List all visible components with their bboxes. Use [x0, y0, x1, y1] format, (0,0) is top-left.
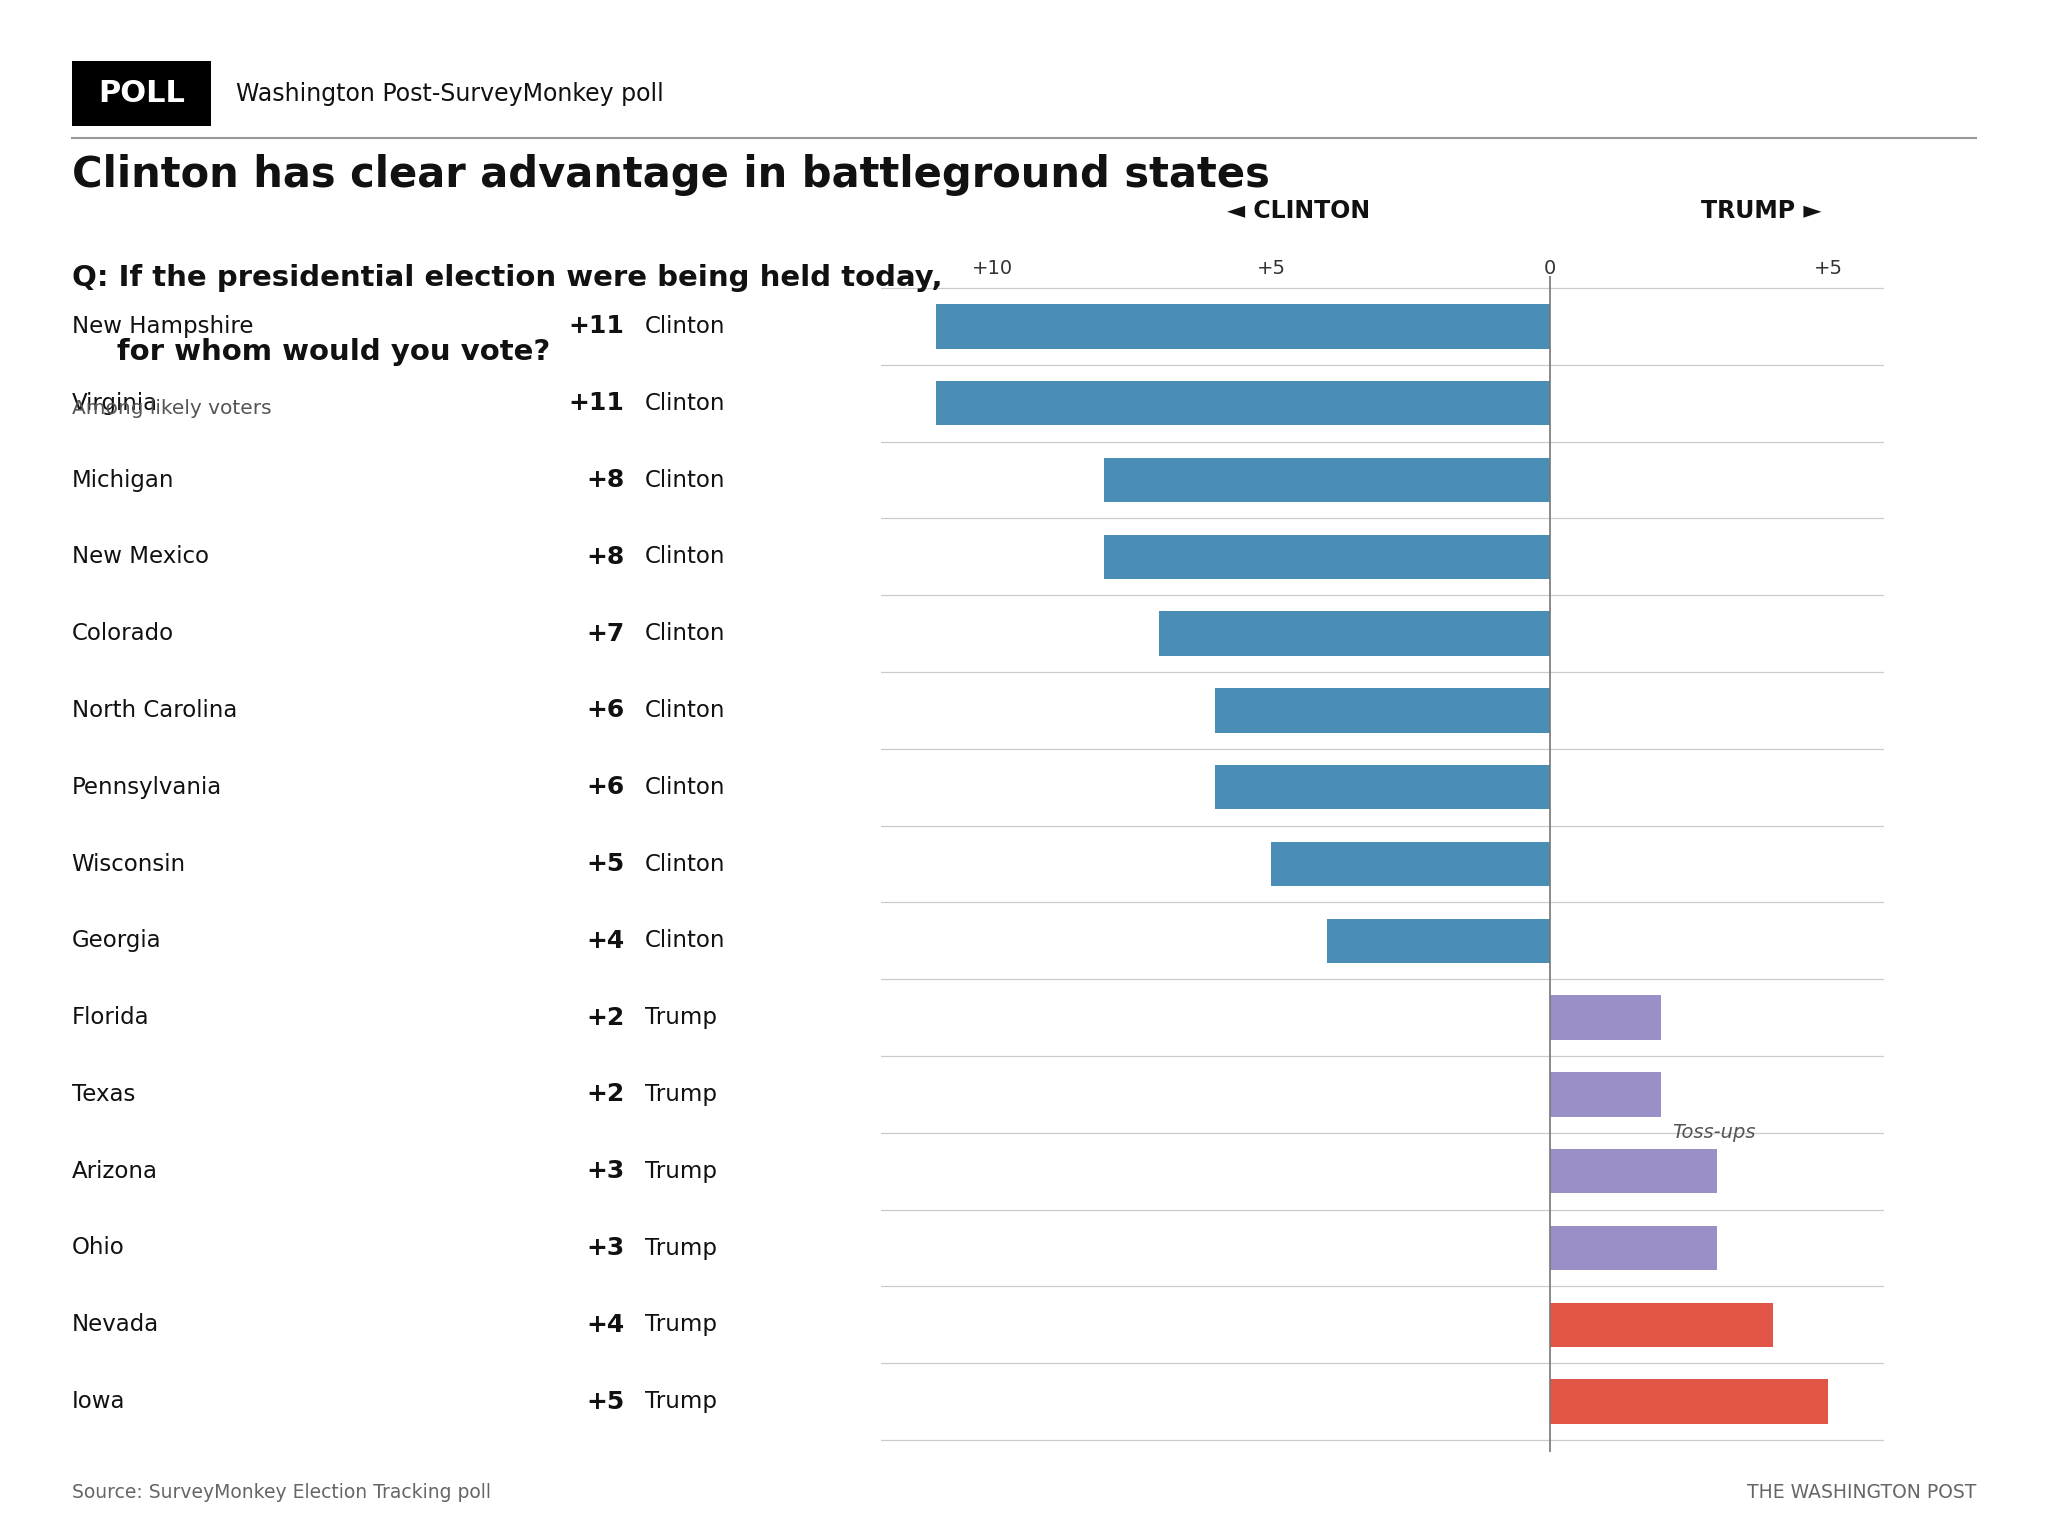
- Text: Clinton: Clinton: [645, 315, 725, 338]
- Text: Arizona: Arizona: [72, 1160, 158, 1183]
- Text: Trump: Trump: [645, 1313, 717, 1336]
- Text: Texas: Texas: [72, 1083, 135, 1106]
- Text: Clinton: Clinton: [645, 776, 725, 799]
- Bar: [1550, 1303, 1774, 1347]
- Text: ◄ CLINTON: ◄ CLINTON: [1227, 198, 1370, 223]
- Text: Trump: Trump: [645, 1083, 717, 1106]
- Bar: [1159, 611, 1550, 656]
- Text: Pennsylvania: Pennsylvania: [72, 776, 221, 799]
- Text: +2: +2: [586, 1006, 625, 1029]
- Text: +4: +4: [586, 929, 625, 952]
- Text: +8: +8: [586, 545, 625, 568]
- Text: Toss-ups: Toss-ups: [1673, 1123, 1755, 1143]
- Text: POLL: POLL: [98, 80, 184, 108]
- Text: Ohio: Ohio: [72, 1236, 125, 1260]
- Bar: [1272, 842, 1550, 886]
- Text: +11: +11: [569, 392, 625, 415]
- Bar: [1550, 995, 1661, 1040]
- Text: +6: +6: [586, 776, 625, 799]
- Text: +7: +7: [586, 622, 625, 645]
- Bar: [1104, 535, 1550, 579]
- Text: Clinton: Clinton: [645, 622, 725, 645]
- Text: +4: +4: [586, 1313, 625, 1336]
- Text: Iowa: Iowa: [72, 1390, 125, 1413]
- Text: New Hampshire: New Hampshire: [72, 315, 254, 338]
- Text: +8: +8: [586, 468, 625, 492]
- Text: Florida: Florida: [72, 1006, 150, 1029]
- Text: Clinton has clear advantage in battleground states: Clinton has clear advantage in battlegro…: [72, 154, 1270, 195]
- Text: +5: +5: [1815, 260, 1843, 278]
- Text: Georgia: Georgia: [72, 929, 162, 952]
- Text: +5: +5: [1255, 260, 1286, 278]
- Text: Colorado: Colorado: [72, 622, 174, 645]
- Bar: [1104, 458, 1550, 502]
- Text: Michigan: Michigan: [72, 468, 174, 492]
- Text: +2: +2: [586, 1083, 625, 1106]
- Text: Wisconsin: Wisconsin: [72, 852, 186, 876]
- Text: Virginia: Virginia: [72, 392, 158, 415]
- Text: Trump: Trump: [645, 1006, 717, 1029]
- Text: TRUMP ►: TRUMP ►: [1702, 198, 1823, 223]
- Text: +10: +10: [971, 260, 1012, 278]
- Text: North Carolina: North Carolina: [72, 699, 238, 722]
- Text: for whom would you vote?: for whom would you vote?: [117, 338, 551, 366]
- Text: +3: +3: [586, 1236, 625, 1260]
- Bar: [1550, 1226, 1716, 1270]
- Text: Trump: Trump: [645, 1160, 717, 1183]
- Text: New Mexico: New Mexico: [72, 545, 209, 568]
- Bar: [1327, 919, 1550, 963]
- Text: Trump: Trump: [645, 1390, 717, 1413]
- Bar: [936, 304, 1550, 349]
- Text: Clinton: Clinton: [645, 929, 725, 952]
- Bar: [1550, 1149, 1716, 1193]
- Bar: [1550, 1379, 1829, 1424]
- Text: Clinton: Clinton: [645, 468, 725, 492]
- Text: THE WASHINGTON POST: THE WASHINGTON POST: [1747, 1484, 1976, 1502]
- Text: Clinton: Clinton: [645, 545, 725, 568]
- Text: Washington Post-SurveyMonkey poll: Washington Post-SurveyMonkey poll: [236, 81, 664, 106]
- Text: Clinton: Clinton: [645, 852, 725, 876]
- Text: Source: SurveyMonkey Election Tracking poll: Source: SurveyMonkey Election Tracking p…: [72, 1484, 492, 1502]
- Text: Trump: Trump: [645, 1236, 717, 1260]
- Text: 0: 0: [1544, 260, 1556, 278]
- Text: Q: If the presidential election were being held today,: Q: If the presidential election were bei…: [72, 264, 942, 292]
- Bar: [936, 381, 1550, 425]
- Text: Among likely voters: Among likely voters: [72, 399, 270, 418]
- Text: Clinton: Clinton: [645, 699, 725, 722]
- Text: +5: +5: [586, 852, 625, 876]
- Text: +6: +6: [586, 699, 625, 722]
- Bar: [1214, 765, 1550, 809]
- Bar: [1214, 688, 1550, 733]
- Text: Nevada: Nevada: [72, 1313, 160, 1336]
- Text: Clinton: Clinton: [645, 392, 725, 415]
- Bar: [1550, 1072, 1661, 1117]
- Text: +3: +3: [586, 1160, 625, 1183]
- Text: +5: +5: [586, 1390, 625, 1413]
- Text: +11: +11: [569, 315, 625, 338]
